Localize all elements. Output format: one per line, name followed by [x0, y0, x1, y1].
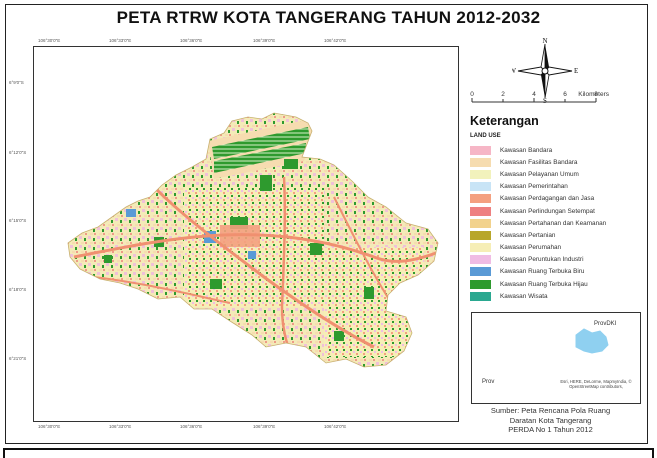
legend-swatch: [470, 169, 491, 179]
legend-swatch: [470, 194, 491, 204]
bottom-coord: 106°36'0"E: [180, 424, 203, 429]
legend-item: Kawasan Perlindungan Setempat: [470, 205, 640, 217]
scale-tick: 4: [532, 91, 536, 98]
scale-tick: 8: [594, 91, 598, 98]
top-coord: 106°39'0"E: [253, 38, 276, 43]
compass-w: W: [512, 67, 516, 75]
legend-swatch: [470, 157, 491, 167]
legend-swatch: [470, 230, 491, 240]
north-arrow-compass-icon: N S E W: [509, 37, 578, 105]
legend-label: Kawasan Perlindungan Setempat: [500, 207, 595, 215]
legend-label: Kawasan Pemerintahan: [500, 183, 568, 191]
left-coord: 6°21'0"S: [9, 356, 27, 361]
legend-label: Kawasan Peruntukan Industri: [500, 256, 584, 264]
legend-item: Kawasan Pemerintahan: [470, 181, 640, 193]
legend-swatch: [470, 279, 491, 289]
scale-tick: 0: [470, 91, 474, 98]
legend-item: Kawasan Fasilitas Bandara: [470, 156, 640, 168]
legend-swatch: [470, 218, 491, 228]
legend-item: Kawasan Ruang Terbuka Biru: [470, 266, 640, 278]
legend-label: Kawasan Fasilitas Bandara: [500, 158, 578, 166]
legend-swatch: [470, 255, 491, 265]
compass-n: N: [542, 38, 547, 45]
legend-list: Kawasan Bandara Kawasan Fasilitas Bandara…: [470, 144, 640, 302]
top-coord: 106°30'0"E: [38, 38, 61, 43]
top-coord: 106°36'0"E: [180, 38, 203, 43]
main-map[interactable]: [33, 46, 459, 422]
scale-unit: Kilometers: [578, 91, 609, 98]
legend-label: Kawasan Pelayanan Umum: [500, 170, 579, 178]
legend-item: Kawasan Pelayanan Umum: [470, 168, 640, 180]
bottom-coord: 106°33'0"E: [109, 424, 132, 429]
inset-map-svg: [575, 328, 609, 354]
legend-item: Kawasan Pertahanan dan Keamanan: [470, 217, 640, 229]
legend-item: Kawasan Peruntukan Industri: [470, 254, 640, 266]
legend-subtitle: LAND USE: [470, 133, 501, 139]
source-line-2: Daratan Kota Tangerang: [509, 415, 592, 425]
bottom-border: [3, 448, 654, 458]
source-note: Sumber: Peta Rencana Pola Ruang Daratan …: [458, 406, 643, 435]
legend-label: Kawasan Ruang Terbuka Hijau: [500, 280, 588, 288]
legend-item: Kawasan Ruang Terbuka Hijau: [470, 278, 640, 290]
inset-map[interactable]: ProvDKI Prov Esri, HERE, DeLorme, MapmyI…: [471, 312, 641, 404]
legend-item: Kawasan Bandara: [470, 144, 640, 156]
legend-label: Kawasan Wisata: [500, 292, 548, 300]
map-title: PETA RTRW KOTA TANGERANG TAHUN 2012-2032: [116, 8, 541, 27]
source-line-3: PERDA No 1 Tahun 2012: [508, 425, 593, 434]
legend-item: Kawasan Pertanian: [470, 229, 640, 241]
legend-swatch: [470, 182, 491, 192]
compass-s: S: [543, 97, 547, 104]
bottom-coord: 106°42'0"E: [324, 424, 347, 429]
bottom-coord: 106°39'0"E: [253, 424, 276, 429]
legend-swatch: [470, 267, 491, 277]
legend-label: Kawasan Bandara: [500, 146, 553, 154]
legend-label: Kawasan Ruang Terbuka Biru: [500, 268, 585, 276]
land-use-map-svg: [67, 112, 439, 368]
left-coord: 6°15'0"S: [9, 218, 27, 223]
legend-item: Kawasan Perumahan: [470, 242, 640, 254]
legend-swatch: [470, 206, 491, 216]
inset-label-prov: Prov: [482, 379, 495, 385]
scale-bar: 0 2 4 6 8 Kilometers: [470, 88, 610, 112]
scale-tick: 2: [501, 91, 505, 98]
source-line-1: Sumber: Peta Rencana Pola Ruang: [490, 406, 611, 415]
legend-title: Keterangan: [470, 114, 539, 128]
legend-item: Kawasan Wisata: [470, 290, 640, 302]
bottom-coord: 106°30'0"E: [38, 424, 61, 429]
scale-tick: 6: [563, 91, 567, 98]
legend-swatch: [470, 243, 491, 253]
compass-e: E: [574, 67, 578, 75]
left-coord: 6°12'0"S: [9, 150, 27, 155]
inset-attribution: Esri, HERE, DeLorme, MapmyIndia, © OpenS…: [560, 379, 632, 389]
legend-swatch: [470, 291, 491, 301]
legend-label: Kawasan Pertahanan dan Keamanan: [500, 219, 607, 227]
legend-label: Kawasan Pertanian: [500, 231, 556, 239]
legend-item: Kawasan Perdagangan dan Jasa: [470, 193, 640, 205]
legend-label: Kawasan Perdagangan dan Jasa: [500, 195, 595, 203]
legend-swatch: [470, 145, 491, 155]
left-coord: 6°9'0"S: [9, 80, 24, 85]
legend-label: Kawasan Perumahan: [500, 244, 562, 252]
top-coord: 106°33'0"E: [109, 38, 132, 43]
left-coord: 6°18'0"S: [9, 287, 27, 292]
inset-label-dki: ProvDKI: [594, 321, 617, 327]
top-coord: 106°42'0"E: [324, 38, 347, 43]
